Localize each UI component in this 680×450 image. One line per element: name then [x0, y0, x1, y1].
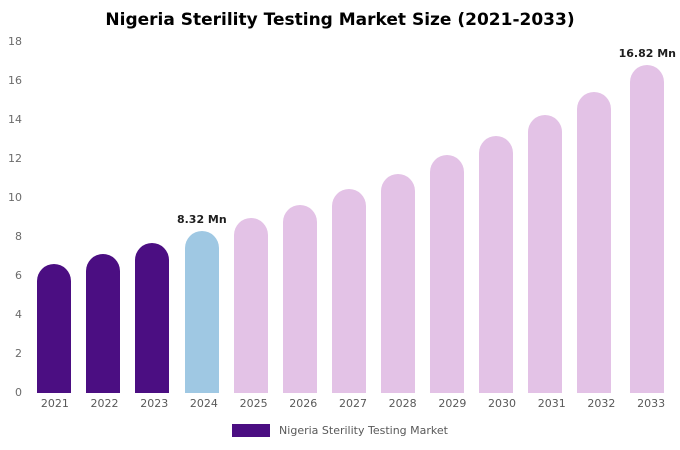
y-tick-label: 0: [15, 386, 22, 399]
chart-title: Nigeria Sterility Testing Market Size (2…: [105, 10, 575, 30]
bar-2030: [479, 135, 514, 393]
bar-column-2021: [30, 42, 79, 393]
bars: 8.32 Mn 16.82 Mn: [30, 42, 676, 393]
bar-column-2029: [423, 42, 472, 393]
bar-column-2028: [374, 42, 423, 393]
bar-2022: [86, 253, 121, 393]
bar-2027: [332, 189, 367, 393]
x-tick-label-2029: 2029: [438, 397, 467, 410]
bar-column-2030: [472, 42, 521, 393]
bar-column-2022: [79, 42, 128, 393]
y-tick-label: 8: [15, 230, 22, 244]
bar-2029: [430, 155, 465, 393]
bar-column-2025: [227, 42, 276, 393]
x-tick-label-2021: 2021: [40, 397, 69, 410]
bar-column-2031: [521, 42, 570, 393]
bar-column-2027: [325, 42, 374, 393]
bar-2025: [234, 218, 269, 393]
bar-column-2033: 16.82 Mn: [619, 42, 676, 393]
x-tick-label-2026: 2026: [289, 397, 318, 410]
y-tick-label: 16: [8, 74, 22, 88]
bar-column-2032: [570, 42, 619, 393]
x-tick-label-2027: 2027: [338, 397, 367, 410]
x-tick-label-2030: 2030: [488, 397, 517, 410]
x-tick-label-2032: 2032: [587, 397, 616, 410]
bar-column-2024: 8.32 Mn: [177, 42, 227, 393]
x-tick-label-2031: 2031: [537, 397, 566, 410]
x-axis: 2021 2022 2023 2024 2025 2026 2027 2028 2029 2030…: [30, 397, 676, 413]
bar-value-label-2033: 16.82 Mn: [618, 47, 676, 61]
x-tick-label-2025: 2025: [239, 397, 268, 410]
y-tick-label: 4: [15, 308, 22, 322]
y-axis: 0 2 4 6 8 10 12 14 16 18: [0, 35, 26, 399]
x-tick-label-2028: 2028: [388, 397, 417, 410]
y-tick-label: 14: [8, 113, 22, 126]
bar-2028: [381, 173, 416, 393]
y-tick-label: 10: [8, 191, 22, 204]
x-tick-label-2022: 2022: [90, 397, 119, 410]
x-tick-label-2033: 2033: [637, 397, 666, 410]
y-tick-label: 12: [8, 152, 22, 166]
bar-column-2023: [128, 42, 177, 393]
y-tick-label: 6: [15, 269, 22, 283]
x-tick-label-2024: 2024: [189, 397, 218, 410]
legend: Nigeria Sterility Testing Market: [0, 424, 680, 437]
y-tick-label: 18: [8, 35, 22, 48]
bar-2033: [630, 65, 665, 393]
x-tick-label-2023: 2023: [140, 397, 169, 410]
legend-swatch: [232, 424, 271, 437]
bar-column-2026: [276, 42, 325, 393]
bar-2023: [135, 242, 170, 393]
bar-2021: [37, 264, 72, 393]
bar-2031: [528, 115, 563, 393]
legend-label: Nigeria Sterility Testing Market: [279, 424, 448, 437]
bar-value-label-2024: 8.32 Mn: [176, 212, 227, 226]
bar-2026: [283, 204, 318, 393]
bar-2032: [577, 91, 612, 393]
y-tick-label: 2: [15, 347, 22, 361]
bar-2024: [184, 230, 219, 393]
